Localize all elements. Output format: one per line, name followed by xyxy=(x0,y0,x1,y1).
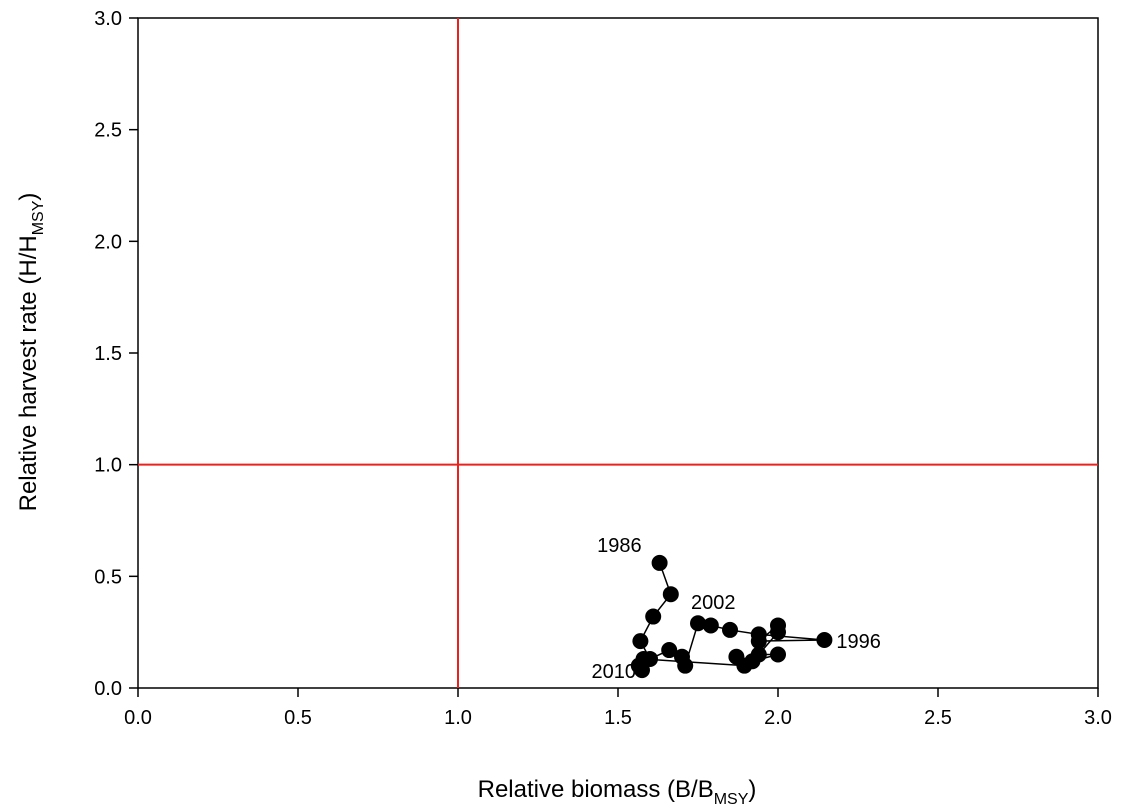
data-point xyxy=(816,632,832,648)
reference-lines xyxy=(138,18,1098,688)
y-axis-ticks: 0.0 0.5 1.0 1.5 2.0 2.5 3.0 xyxy=(94,8,138,700)
data-point xyxy=(677,658,693,674)
data-point xyxy=(736,658,752,674)
x-tick-label: 0.0 xyxy=(124,707,152,729)
x-tick-label: 2.0 xyxy=(764,707,792,729)
plot-frame xyxy=(138,18,1098,688)
x-tick-label: 2.5 xyxy=(924,707,952,729)
data-point xyxy=(703,617,719,633)
year-annotation: 1996 xyxy=(836,631,881,653)
data-point xyxy=(632,633,648,649)
x-tick-label: 0.5 xyxy=(284,707,312,729)
data-point xyxy=(663,586,679,602)
y-tick-label: 1.5 xyxy=(94,343,122,365)
x-tick-label: 1.5 xyxy=(604,707,632,729)
year-annotation: 2010 xyxy=(592,661,637,683)
y-tick-label: 2.0 xyxy=(94,231,122,253)
data-point xyxy=(645,609,661,625)
x-tick-label: 3.0 xyxy=(1084,707,1112,729)
data-point xyxy=(722,622,738,638)
data-point xyxy=(770,624,786,640)
data-point xyxy=(770,647,786,663)
x-axis-ticks: 0.0 0.5 1.0 1.5 2.0 2.5 3.0 xyxy=(124,688,1112,729)
y-tick-label: 2.5 xyxy=(94,120,122,142)
y-tick-label: 3.0 xyxy=(94,8,122,30)
year-annotation: 2002 xyxy=(691,592,736,614)
y-tick-label: 0.0 xyxy=(94,678,122,700)
year-annotation: 1986 xyxy=(597,535,642,557)
x-axis-title: Relative biomass (B/BMSY) xyxy=(478,776,757,808)
data-point xyxy=(634,662,650,678)
y-tick-label: 0.5 xyxy=(94,566,122,588)
data-point xyxy=(652,555,668,571)
y-axis-title: Relative harvest rate (H/HMSY) xyxy=(15,193,47,512)
y-tick-label: 1.0 xyxy=(94,455,122,477)
plot-border xyxy=(138,18,1098,688)
x-tick-label: 1.0 xyxy=(444,707,472,729)
